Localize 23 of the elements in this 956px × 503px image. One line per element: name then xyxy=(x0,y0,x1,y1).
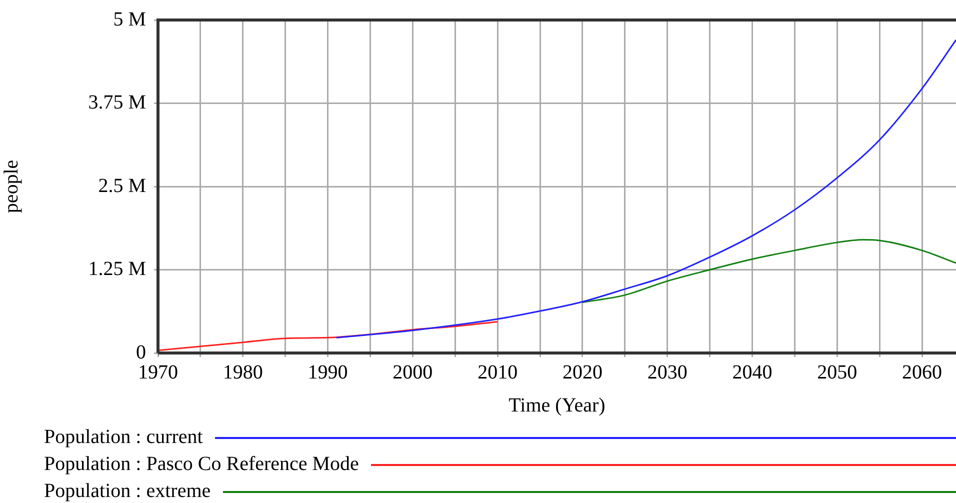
y-tick-label: 2.5 M xyxy=(98,174,146,197)
x-tick-label: 2000 xyxy=(392,361,433,384)
x-tick-label: 1970 xyxy=(138,361,178,384)
y-tick-label: 3.75 M xyxy=(88,92,146,114)
x-tick-label: 2010 xyxy=(478,361,518,384)
line-series xyxy=(582,239,956,304)
y-tick-label: 5 M xyxy=(113,8,146,30)
y-axis-title: people xyxy=(0,160,22,214)
legend-label: Population : extreme xyxy=(44,479,211,503)
y-tick-label: 1.25 M xyxy=(88,258,146,280)
line-series xyxy=(158,320,498,352)
x-tick-label: 1990 xyxy=(308,361,348,384)
line-series xyxy=(336,39,956,338)
x-tick-label: 2040 xyxy=(732,361,772,384)
x-tick-label: 1980 xyxy=(222,361,263,384)
x-tick-label: 2050 xyxy=(817,361,858,384)
x-axis-title: Time (Year) xyxy=(508,394,606,416)
x-tick-label: 2060 xyxy=(902,361,942,384)
x-tick-label: 2030 xyxy=(647,361,688,384)
legend-label: Population : current xyxy=(44,425,203,450)
legend-label: Population : Pasco Co Reference Mode xyxy=(44,452,359,477)
x-tick-label: 2020 xyxy=(562,361,602,384)
y-tick-label: 0 xyxy=(136,341,146,364)
